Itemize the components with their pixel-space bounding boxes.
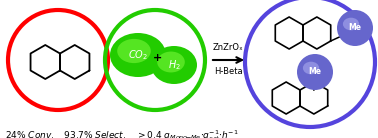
Text: Me: Me (308, 67, 322, 76)
Text: Me: Me (349, 23, 361, 33)
Text: ZnZrOₓ: ZnZrOₓ (212, 43, 243, 52)
Ellipse shape (117, 39, 151, 63)
Circle shape (337, 10, 373, 46)
Ellipse shape (303, 62, 319, 74)
Ellipse shape (157, 52, 185, 72)
Text: $\it{H_2}$: $\it{H_2}$ (167, 58, 180, 72)
Ellipse shape (343, 18, 359, 30)
Text: $\it{CO_2}$: $\it{CO_2}$ (128, 48, 148, 62)
Ellipse shape (151, 46, 197, 84)
Text: +: + (152, 53, 162, 63)
Text: H-Beta: H-Beta (214, 67, 242, 76)
Text: $\it{24\%\ Conv.}$   $\it{93.7\%\ Select.}$   $\it{> 0.4\ g_{Mono\!\!-\!\!Me}{\c: $\it{24\%\ Conv.}$ $\it{93.7\%\ Select.}… (5, 128, 239, 138)
Circle shape (297, 54, 333, 90)
Ellipse shape (110, 33, 166, 77)
